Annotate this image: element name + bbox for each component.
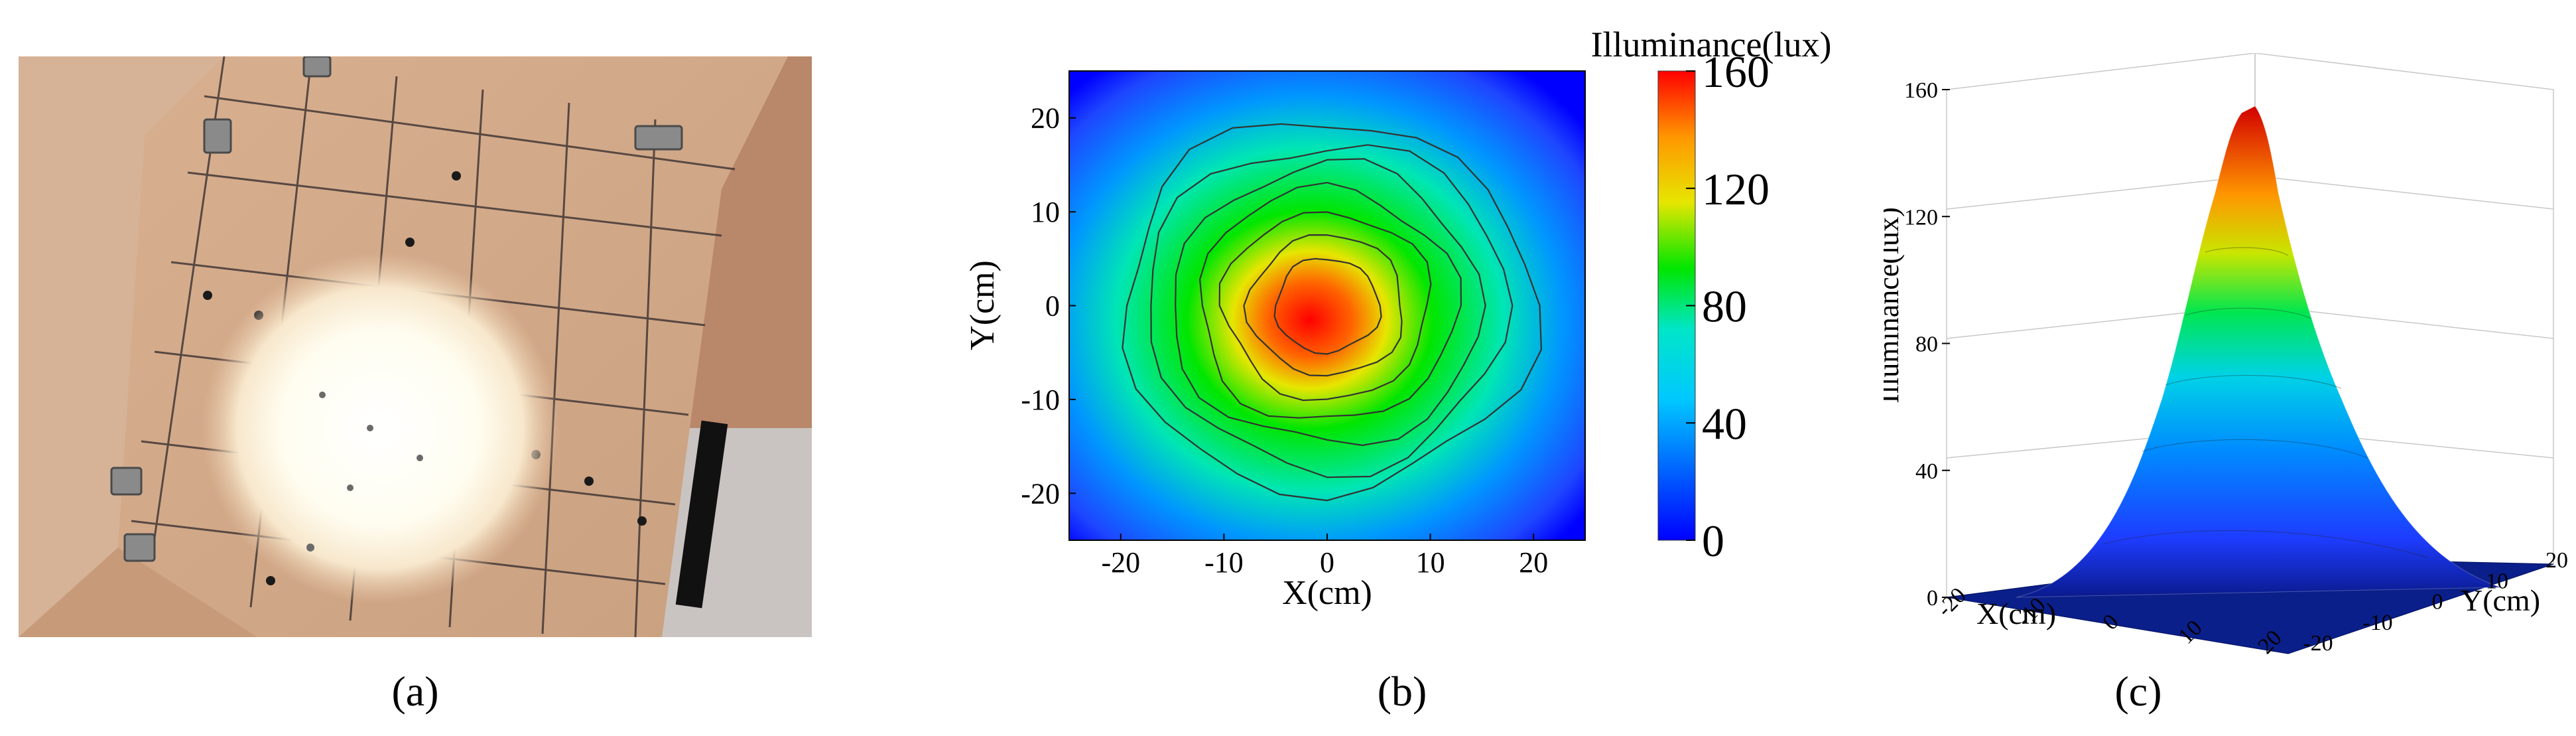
y-tick-label: 0 — [1045, 290, 1060, 323]
colorbar-title: Illuminance(lux) — [1591, 25, 1832, 64]
contour-line — [1243, 234, 1403, 377]
z-tick-label: 0 — [1927, 586, 1938, 611]
z-tick-label: 80 — [1915, 332, 1938, 357]
z-axis-label: Illuminance(lux) — [1884, 207, 1905, 404]
y3-tick-label: -20 — [2303, 631, 2333, 656]
colorbar-tick-label: 160 — [1702, 46, 1770, 97]
z-tick-label: 40 — [1915, 459, 1938, 484]
y-tick-label: -20 — [1021, 477, 1060, 510]
x-tick-label: 20 — [1519, 546, 1548, 579]
y3-tick-label: 10 — [2486, 569, 2508, 593]
heat-field — [1069, 71, 1585, 540]
contour-line — [1273, 258, 1382, 355]
surface-peak — [2016, 106, 2501, 598]
contour-line — [1218, 211, 1432, 402]
colorbar-tick-label: 40 — [1702, 398, 1747, 449]
x-tick-label: 10 — [1416, 546, 1445, 579]
contour-line — [1150, 144, 1513, 478]
contour-line — [1198, 182, 1462, 419]
x-tick-label: -20 — [1101, 546, 1140, 579]
y-tick-label: 10 — [1031, 196, 1060, 228]
panel-label-b: (b) — [1377, 668, 1427, 715]
x-tick-label: 0 — [1320, 546, 1334, 579]
heatmap-panel: -20 -10 0 10 20 -20 -10 0 10 20 X(cm) Y(cm) Illu… — [948, 13, 1837, 650]
y-tick-label: 20 — [1031, 102, 1060, 135]
illuminated-board-photo — [19, 55, 812, 638]
surface-panel: 0 40 80 120 160 Illuminance(lux) -20 -10 0 10 20… — [1872, 52, 2573, 670]
y-axis-label: Y(cm) — [2461, 583, 2540, 617]
z-tick-label: 160 — [1904, 78, 1938, 103]
heatmap-chart: -20 -10 0 10 20 -20 -10 0 10 20 X(cm) Y(cm) Illu… — [964, 25, 1832, 612]
y3-tick-label: 0 — [2432, 590, 2443, 615]
contour-lines — [1122, 123, 1543, 502]
x-axis-label: X(cm) — [1282, 574, 1372, 612]
y-axis-label: Y(cm) — [964, 260, 1001, 350]
x-axis-ticks: -20 -10 0 10 20 — [1101, 534, 1548, 579]
y3-tick-label: -10 — [2362, 611, 2392, 635]
colorbar-tick-label: 80 — [1702, 281, 1747, 332]
contour-line — [1122, 123, 1543, 502]
x3-tick-label: -20 — [1932, 583, 1970, 621]
colorbar-ticks: 0 40 80 120 160 — [1686, 46, 1770, 566]
y-tick-label: -10 — [1021, 384, 1060, 416]
y-axis-ticks: -20 -10 0 10 20 — [1021, 102, 1076, 510]
y-axis-ticks: -20 -10 0 10 20 — [2303, 548, 2568, 656]
y3-tick-label: 20 — [2545, 548, 2568, 573]
x-tick-label: -10 — [1204, 546, 1244, 579]
surface-chart: 0 40 80 120 160 Illuminance(lux) -20 -10 0 10 20… — [1872, 52, 2568, 659]
surface-contours — [2102, 247, 2428, 558]
colorbar-tick-label: 0 — [1702, 516, 1724, 566]
panel-label-a: (a) — [391, 668, 439, 715]
x-axis-label: X(cm) — [1976, 597, 2056, 630]
contour-line — [1175, 158, 1486, 447]
photo-panel — [19, 55, 812, 638]
z-tick-label: 120 — [1904, 205, 1938, 230]
panel-label-c: (c) — [2114, 668, 2162, 715]
colorbar-tick-label: 120 — [1702, 164, 1770, 214]
z-axis-ticks: 0 40 80 120 160 — [1904, 78, 1950, 611]
